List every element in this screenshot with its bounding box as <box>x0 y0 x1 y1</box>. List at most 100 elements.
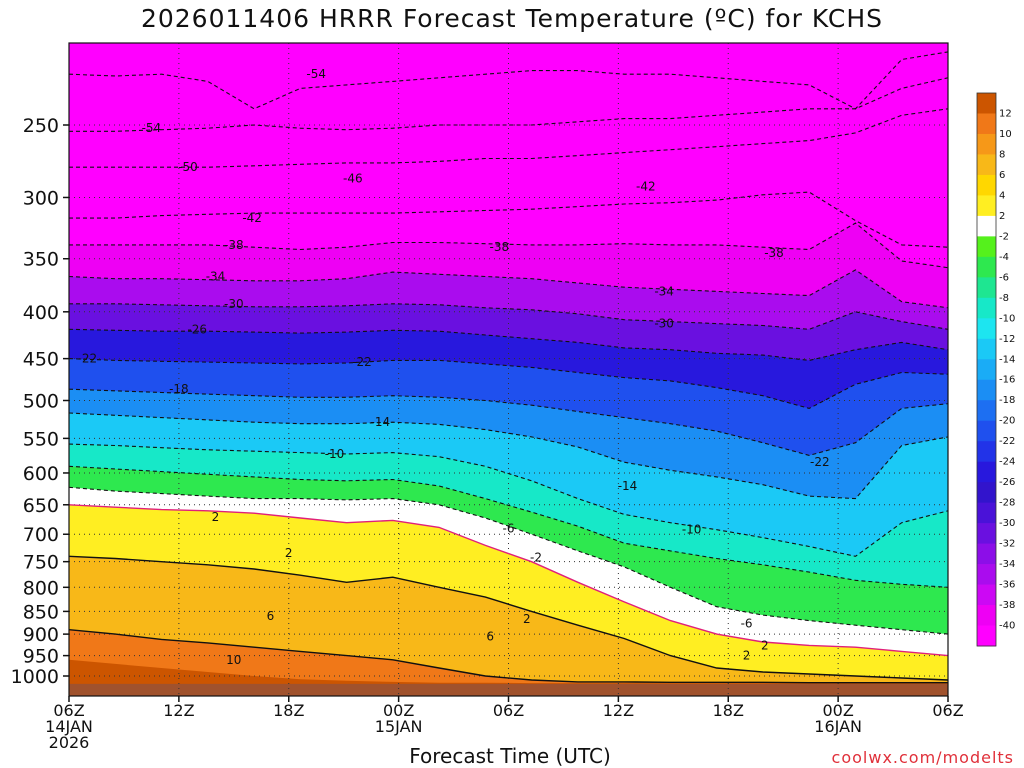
colorbar-swatch <box>977 523 996 545</box>
contour-line <box>69 51 948 110</box>
y-tick-label: 300 <box>23 187 59 209</box>
y-tick-label: 600 <box>23 463 59 485</box>
colorbar-swatch <box>977 625 996 647</box>
colorbar-label: -28 <box>999 498 1015 509</box>
y-tick-label: 450 <box>23 349 59 371</box>
contour-label: -42 <box>242 211 262 225</box>
colorbar-label: -18 <box>999 395 1015 406</box>
colorbar-swatch <box>977 441 996 463</box>
colorbar-swatch <box>977 420 996 442</box>
colorbar-swatch <box>977 154 996 176</box>
colorbar-swatch <box>977 297 996 319</box>
colorbar-label: 10 <box>999 129 1012 140</box>
colorbar-label: -34 <box>999 559 1015 570</box>
colorbar-swatch <box>977 543 996 565</box>
y-tick-label: 950 <box>23 646 59 668</box>
y-tick-label: 750 <box>23 552 59 574</box>
colorbar-label: -16 <box>999 375 1015 386</box>
contour-label: -26 <box>187 322 207 336</box>
contour-label: -6 <box>741 616 753 630</box>
contour-label: -22 <box>352 355 372 369</box>
y-tick-label: 700 <box>23 524 59 546</box>
contour-label: -54 <box>306 67 326 81</box>
colorbar-swatch <box>977 564 996 586</box>
colorbar-label: -8 <box>999 293 1009 304</box>
chart-title: 2026011406 HRRR Forecast Temperature (ºC… <box>140 4 884 33</box>
contour-line <box>69 629 948 684</box>
y-tick-label: 850 <box>23 601 59 623</box>
x-axis-title: Forecast Time (UTC) <box>409 744 611 768</box>
y-tick-label: 1000 <box>11 666 59 688</box>
colorbar-swatch <box>977 277 996 299</box>
colorbar-swatch <box>977 359 996 381</box>
x-tick-label: 00Z <box>383 701 414 720</box>
contour-label: 6 <box>486 629 494 643</box>
x-tick-label: 18Z <box>273 701 304 720</box>
contour-label: -38 <box>224 238 244 252</box>
x-tick-label: 00Z <box>822 701 853 720</box>
contour-label: -30 <box>224 297 244 311</box>
credit-link[interactable]: coolwx.com/modelts <box>831 748 1014 767</box>
contour-label: 2 <box>523 612 531 626</box>
colorbar-swatch <box>977 605 996 627</box>
contour-label: 6 <box>267 609 275 623</box>
colorbar-swatch <box>977 338 996 360</box>
contour-label: -42 <box>636 180 656 194</box>
colorbar-label: -2 <box>999 231 1009 242</box>
colorbar-swatch <box>977 236 996 258</box>
contour-labels: -54 -54 -50 -46 -42 -42 -38 -38 -38 -34 -34 -30 -30 -… <box>78 67 830 667</box>
contour-label: -6 <box>503 522 515 536</box>
colorbar-label: -24 <box>999 457 1015 468</box>
x-tick-label: 06Z <box>932 701 963 720</box>
x-tick-label: 16JAN <box>814 717 862 736</box>
contour-label: -10 <box>325 447 345 461</box>
y-tick-label: 350 <box>23 249 59 271</box>
contour-label: 2 <box>285 546 293 560</box>
colorbar-frame <box>976 92 997 647</box>
colorbar-label: 6 <box>999 170 1005 181</box>
contour-label: -22 <box>810 455 830 469</box>
contour-line <box>69 358 948 409</box>
contour-label: -38 <box>764 246 784 260</box>
x-tick-label: 12Z <box>163 701 194 720</box>
contour-label: -38 <box>490 240 510 254</box>
contour-label: -14 <box>371 415 391 429</box>
colorbar-label: -30 <box>999 518 1015 529</box>
colorbar-label: -6 <box>999 272 1009 283</box>
y-tick-label: 900 <box>23 624 59 646</box>
ground-surface <box>69 683 948 696</box>
contour-label: -54 <box>142 121 162 135</box>
contour-label: -50 <box>178 160 198 174</box>
colorbar-swatch <box>977 502 996 524</box>
y-tick-label: 250 <box>23 115 59 137</box>
contour-label: 2 <box>761 638 769 652</box>
colorbar-label: -12 <box>999 334 1015 345</box>
contour-label: -18 <box>169 382 189 396</box>
x-tick-label: 18Z <box>713 701 744 720</box>
colorbar-swatch <box>977 379 996 401</box>
colorbar-label: -14 <box>999 354 1015 365</box>
colorbar-label: 2 <box>999 211 1005 222</box>
contour-label: 2 <box>212 510 220 524</box>
contour-label: -22 <box>78 352 98 366</box>
contour-line <box>69 443 948 557</box>
y-axis-ticks: 2503003504004505005506006507007508008509… <box>11 115 69 688</box>
colorbar-label: 12 <box>999 108 1012 119</box>
x-tick-label: 14JAN <box>45 717 93 736</box>
colorbar-swatch <box>977 195 996 217</box>
colorbar-label: -38 <box>999 600 1015 611</box>
colorbar-swatch <box>977 318 996 340</box>
x-tick-label: 06Z <box>53 701 84 720</box>
contour-label: 2 <box>743 649 751 663</box>
y-tick-label: 800 <box>23 577 59 599</box>
colorbar-label: -36 <box>999 580 1015 591</box>
contour-label: -10 <box>682 523 702 537</box>
colorbar-label: -20 <box>999 416 1015 427</box>
ground-bar <box>69 683 948 696</box>
y-tick-label: 550 <box>23 428 59 450</box>
colorbar-swatch <box>977 113 996 135</box>
contour-label: -2 <box>530 550 542 564</box>
contour-line <box>69 504 948 657</box>
contour-line <box>69 465 948 588</box>
